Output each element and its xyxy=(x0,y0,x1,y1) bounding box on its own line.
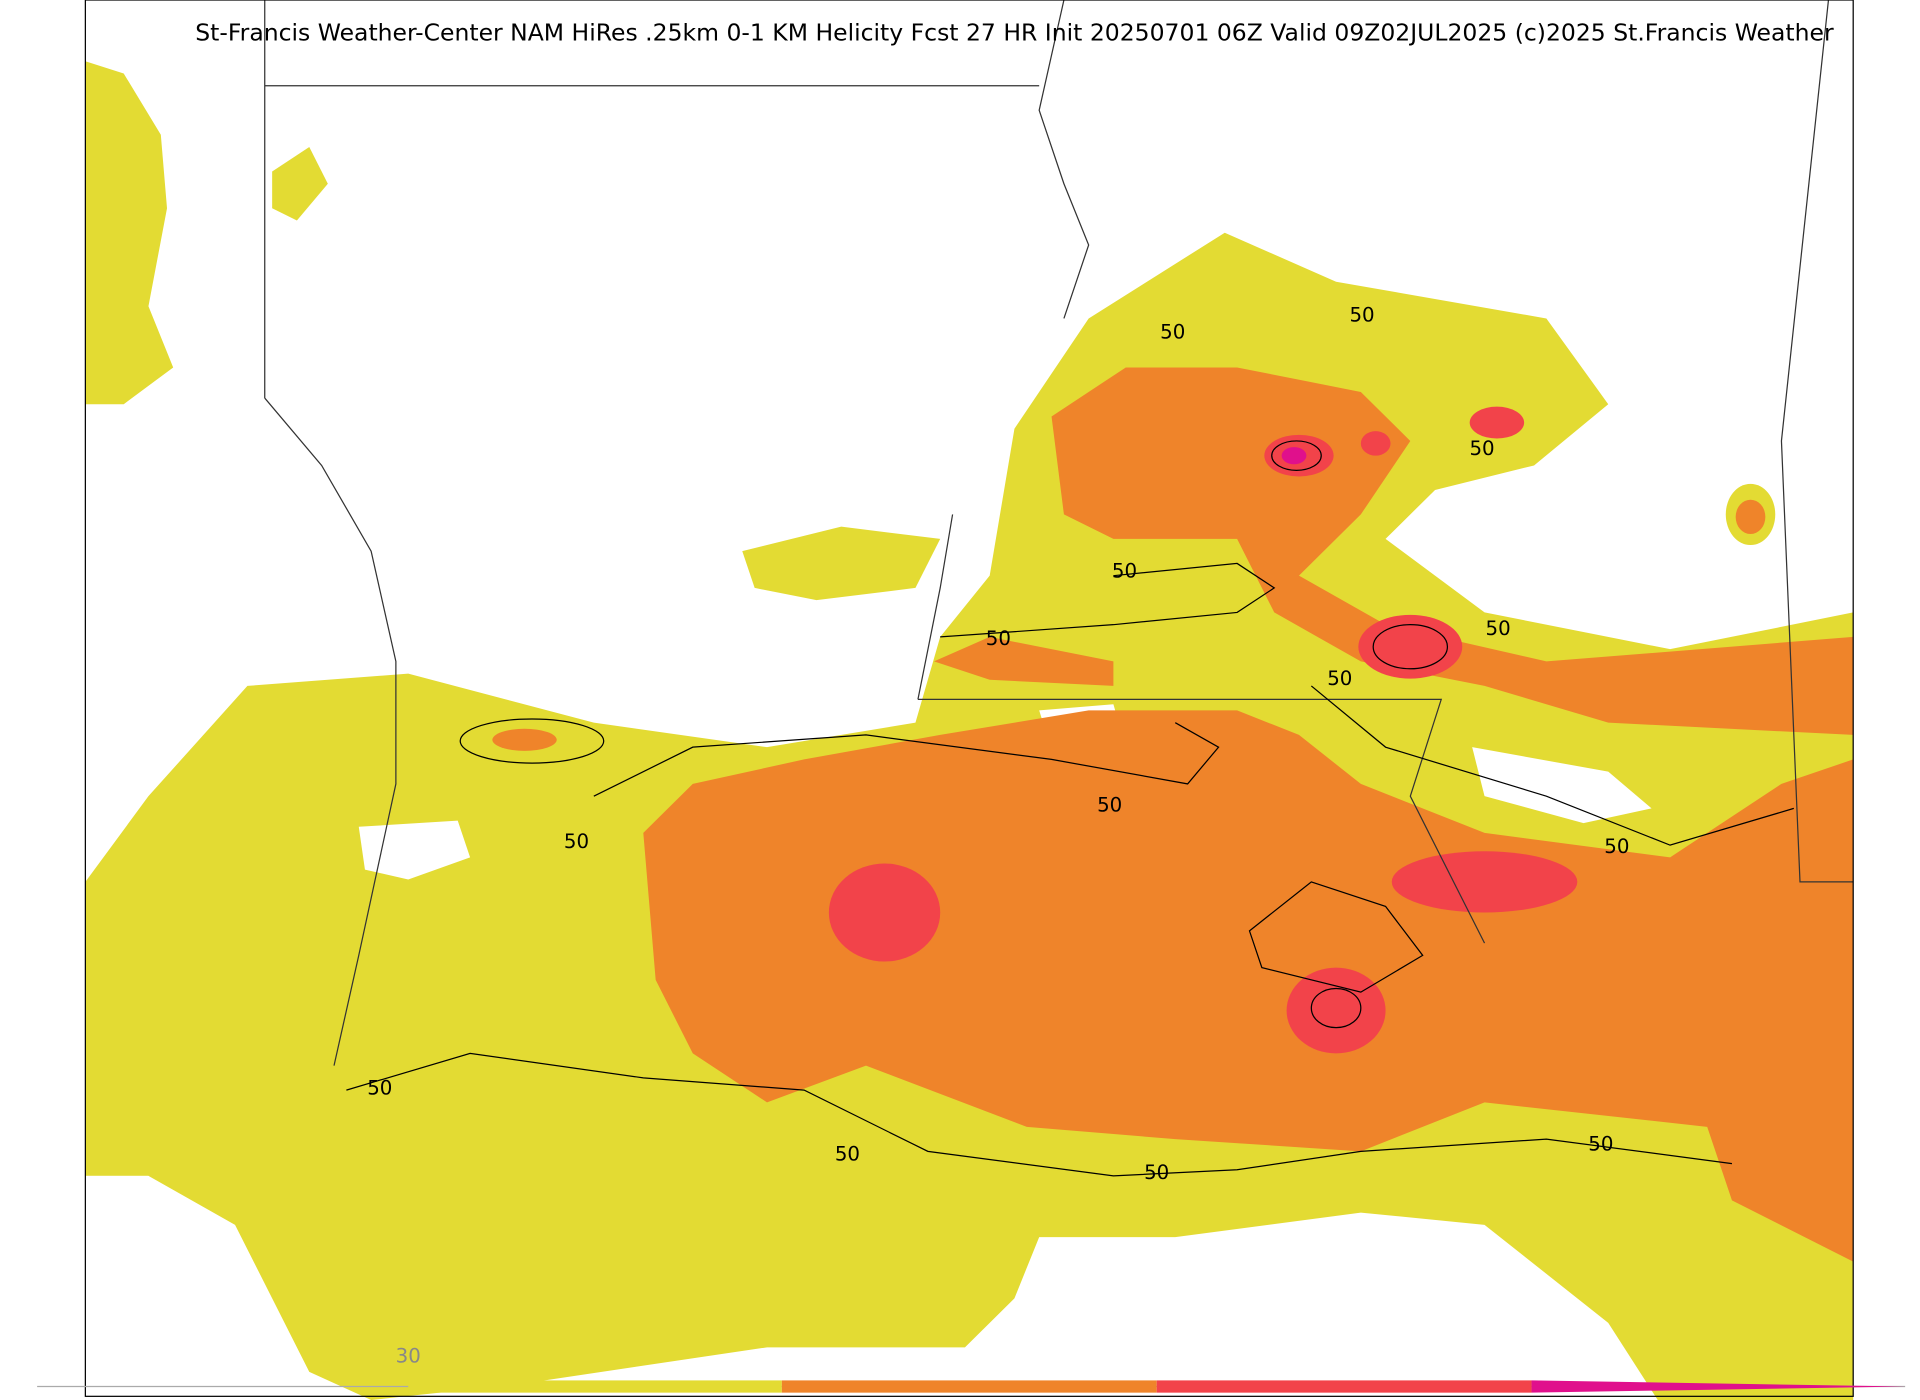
contour-label: 50 xyxy=(1604,835,1629,858)
contour-label: 50 xyxy=(1349,304,1374,327)
contour-label: 50 xyxy=(1112,560,1137,583)
contour-labels: 50 50 50 50 50 50 50 50 50 50 50 50 50 50 xyxy=(367,304,1629,1184)
contour-label: 50 xyxy=(1486,617,1511,640)
contour-label: 50 xyxy=(1160,321,1185,344)
contour-label: 50 xyxy=(1144,1161,1169,1184)
helicity-orange xyxy=(492,367,1854,1262)
contour-label: 50 xyxy=(986,627,1011,650)
contour-label: 50 xyxy=(835,1143,860,1166)
contours xyxy=(346,440,1794,1177)
contour-label: 50 xyxy=(1588,1133,1613,1156)
colorbar: 30 xyxy=(37,1345,1906,1393)
map-frame xyxy=(84,0,1854,1397)
contour-label: 50 xyxy=(1469,437,1494,460)
contour-label: 50 xyxy=(564,830,589,853)
contour-label: 50 xyxy=(1327,667,1352,690)
colorbar-label: 30 xyxy=(396,1345,421,1368)
helicity-magenta xyxy=(1281,447,1307,465)
helicity-red xyxy=(828,406,1578,1054)
contour-label: 50 xyxy=(367,1076,392,1099)
borders xyxy=(264,0,1854,1066)
contour-label: 50 xyxy=(1097,794,1122,817)
map-title: St-Francis Weather-Center NAM HiRes .25k… xyxy=(195,19,1834,47)
